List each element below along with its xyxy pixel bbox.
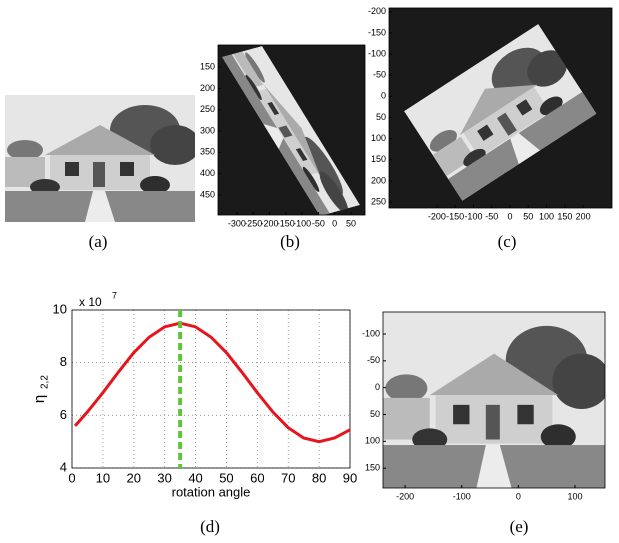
x-tick-label: 80 [312, 470, 326, 485]
x-tick-label: 0 [332, 218, 337, 228]
y-tick-label: -50 [367, 355, 380, 365]
x-tick-label: -200 [428, 211, 446, 221]
y-tick-label: 100 [365, 436, 380, 446]
y-label-subscript: 2,2 [40, 375, 51, 389]
x-tick-label: -100 [464, 211, 482, 221]
y-tick-label: 250 [371, 196, 386, 206]
y-tick-label: 6 [60, 407, 67, 422]
multiplier: x 10 [79, 295, 102, 309]
x-tick-label: 60 [250, 470, 264, 485]
caption: (c) [498, 232, 517, 251]
axes-frame [72, 310, 350, 468]
x-tick-label: 200 [576, 211, 591, 221]
x-axis-label: rotation angle [172, 484, 251, 499]
figure: (a) (b) (c) (e) (d) -300-250-200-150-100… [0, 0, 619, 543]
y-tick-label: 100 [371, 133, 386, 143]
x-tick-label: 70 [281, 470, 295, 485]
y-tick-label: 10 [53, 301, 67, 316]
panel-e-image [383, 312, 611, 488]
x-tick-label: 50 [219, 470, 233, 485]
y-tick-label: 250 [200, 104, 215, 114]
y-tick-label: 0 [381, 91, 386, 101]
x-tick-label: 0 [507, 211, 512, 221]
panel-c-image [389, 8, 612, 208]
y-tick-label: 400 [200, 168, 215, 178]
y-axis-label: η 2,2 [31, 375, 51, 404]
x-tick-label: -100 [293, 218, 311, 228]
y-tick-label: 150 [200, 62, 215, 72]
x-tick-label: -200 [396, 491, 414, 501]
x-tick-label: 150 [557, 211, 572, 221]
x-tick-label: 100 [539, 211, 554, 221]
y-tick-label: 300 [200, 125, 215, 135]
x-tick-label: 50 [523, 211, 533, 221]
x-tick-label: 0 [516, 491, 521, 501]
y-tick-label: -100 [368, 48, 386, 58]
y-tick-label: 150 [365, 463, 380, 473]
y-tick-label: -100 [362, 328, 380, 338]
panel-a: (a) [5, 95, 200, 251]
x-tick-label: -50 [312, 218, 325, 228]
x-tick-label: 50 [346, 218, 356, 228]
y-tick-label: -50 [373, 70, 386, 80]
caption: (e) [510, 517, 529, 536]
x-tick-label: 10 [96, 470, 110, 485]
y-tick-label: 50 [376, 112, 386, 122]
y-label-symbol: η [31, 395, 48, 403]
x-tick-label: 20 [127, 470, 141, 485]
x-tick-label: 0 [68, 470, 75, 485]
y-tick-label: 0 [375, 382, 380, 392]
x-tick-label: 40 [188, 470, 202, 485]
x-tick-label: 30 [157, 470, 171, 485]
y-tick-label: -200 [368, 6, 386, 16]
y-tick-label: 8 [60, 354, 67, 369]
y-tick-label: 350 [200, 147, 215, 157]
line [75, 323, 350, 442]
multiplier-exponent: 7 [112, 290, 117, 300]
y-tick-label: 4 [60, 459, 67, 474]
y-tick-label: 450 [200, 189, 215, 199]
panel-b-image [218, 45, 365, 220]
y-tick-label: -150 [368, 27, 386, 37]
x-tick-label: 90 [343, 470, 357, 485]
y-tick-label: 150 [371, 154, 386, 164]
y-tick-label: 50 [370, 409, 380, 419]
caption: (b) [280, 232, 300, 251]
x-tick-label: -150 [446, 211, 464, 221]
x-tick-label: 100 [567, 491, 582, 501]
y-tick-label: 200 [371, 175, 386, 185]
caption: (a) [89, 232, 108, 251]
y-tick-label: 200 [200, 83, 215, 93]
x-tick-label: -100 [453, 491, 471, 501]
x-tick-label: -50 [485, 211, 498, 221]
caption: (d) [200, 517, 220, 536]
